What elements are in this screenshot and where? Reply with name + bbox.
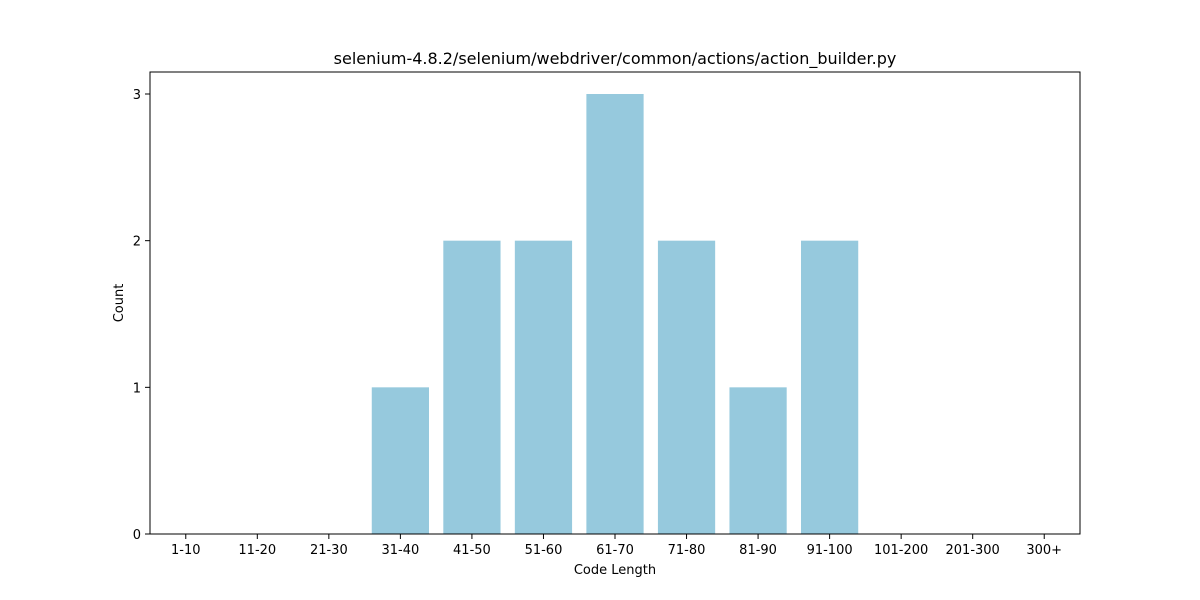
x-tick-label: 201-300 xyxy=(946,543,1000,558)
bar-71-80 xyxy=(657,240,716,534)
x-tick-label: 51-60 xyxy=(525,543,563,558)
x-tick-label: 81-90 xyxy=(739,543,777,558)
bar-31-40 xyxy=(371,387,429,534)
bar-51-60 xyxy=(514,240,573,534)
bar-91-100 xyxy=(801,240,859,534)
x-axis: 1-10 11-20 21-30 31-40 41-50 51-60 61-70 71-80 8… xyxy=(171,534,1062,558)
x-tick-label: 41-50 xyxy=(453,543,491,558)
x-tick-label: 71-80 xyxy=(668,543,706,558)
chart-title: selenium-4.8.2/selenium/webdriver/common… xyxy=(334,49,897,69)
y-tick-label: 3 xyxy=(133,88,141,103)
x-tick-label: 91-100 xyxy=(807,543,853,558)
y-tick-label: 1 xyxy=(133,381,141,396)
bars-group xyxy=(371,94,859,534)
x-tick-label: 21-30 xyxy=(310,543,348,558)
y-axis: 0 1 2 3 xyxy=(133,88,150,543)
bar-41-50 xyxy=(443,240,501,534)
x-axis-label: Code Length xyxy=(574,563,656,578)
x-tick-label: 1-10 xyxy=(171,543,201,558)
y-axis-label: Count xyxy=(112,284,127,323)
x-tick-label: 300+ xyxy=(1026,543,1062,558)
x-tick-label: 61-70 xyxy=(596,543,634,558)
y-tick-label: 0 xyxy=(133,528,141,543)
x-tick-label: 31-40 xyxy=(381,543,419,558)
x-tick-label: 11-20 xyxy=(238,543,276,558)
x-tick-label: 101-200 xyxy=(874,543,928,558)
bar-61-70 xyxy=(586,94,644,534)
y-tick-label: 2 xyxy=(133,235,141,250)
bar-81-90 xyxy=(729,387,787,534)
